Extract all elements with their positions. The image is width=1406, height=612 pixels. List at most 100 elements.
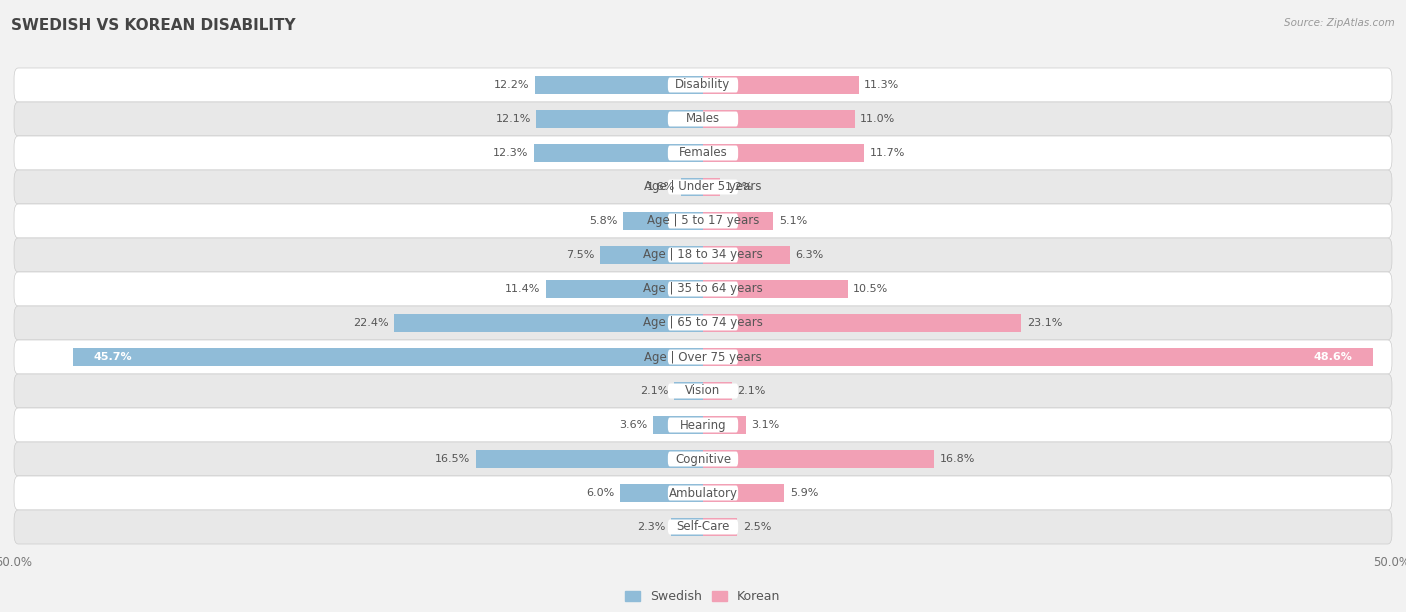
Bar: [681, 178, 703, 196]
Text: 6.3%: 6.3%: [796, 250, 824, 260]
Text: 1.6%: 1.6%: [647, 182, 675, 192]
Bar: [536, 110, 703, 128]
Text: 12.2%: 12.2%: [494, 80, 530, 90]
Bar: [703, 484, 785, 502]
Text: Disability: Disability: [675, 78, 731, 92]
FancyBboxPatch shape: [14, 374, 1392, 408]
FancyBboxPatch shape: [14, 476, 1392, 510]
Text: 3.6%: 3.6%: [620, 420, 648, 430]
Text: Age | Over 75 years: Age | Over 75 years: [644, 351, 762, 364]
FancyBboxPatch shape: [14, 170, 1392, 204]
Bar: [534, 76, 703, 94]
Text: 11.7%: 11.7%: [870, 148, 905, 158]
FancyBboxPatch shape: [14, 102, 1392, 136]
FancyBboxPatch shape: [14, 510, 1392, 544]
Bar: [703, 416, 745, 434]
Bar: [703, 110, 855, 128]
Bar: [703, 246, 790, 264]
Text: 2.1%: 2.1%: [640, 386, 669, 396]
FancyBboxPatch shape: [14, 238, 1392, 272]
Text: Age | 18 to 34 years: Age | 18 to 34 years: [643, 248, 763, 261]
Text: Age | 65 to 74 years: Age | 65 to 74 years: [643, 316, 763, 329]
Legend: Swedish, Korean: Swedish, Korean: [620, 585, 786, 608]
FancyBboxPatch shape: [14, 340, 1392, 374]
Bar: [620, 484, 703, 502]
Bar: [475, 450, 703, 468]
Bar: [546, 280, 703, 298]
Bar: [703, 76, 859, 94]
Text: 2.3%: 2.3%: [637, 522, 666, 532]
Text: Self-Care: Self-Care: [676, 520, 730, 534]
Bar: [599, 246, 703, 264]
Text: Cognitive: Cognitive: [675, 452, 731, 466]
FancyBboxPatch shape: [14, 136, 1392, 170]
Text: 2.5%: 2.5%: [742, 522, 772, 532]
Text: 5.1%: 5.1%: [779, 216, 807, 226]
Text: Age | 35 to 64 years: Age | 35 to 64 years: [643, 283, 763, 296]
Bar: [703, 450, 935, 468]
FancyBboxPatch shape: [668, 146, 738, 160]
Text: 5.9%: 5.9%: [790, 488, 818, 498]
Text: 23.1%: 23.1%: [1026, 318, 1062, 328]
Text: 6.0%: 6.0%: [586, 488, 614, 498]
Text: 12.1%: 12.1%: [495, 114, 531, 124]
FancyBboxPatch shape: [14, 306, 1392, 340]
FancyBboxPatch shape: [14, 442, 1392, 476]
Text: Males: Males: [686, 113, 720, 125]
Bar: [703, 518, 738, 536]
Bar: [73, 348, 703, 366]
Bar: [703, 348, 1372, 366]
FancyBboxPatch shape: [14, 68, 1392, 102]
Text: Females: Females: [679, 146, 727, 160]
Text: Vision: Vision: [685, 384, 721, 398]
FancyBboxPatch shape: [14, 204, 1392, 238]
FancyBboxPatch shape: [668, 316, 738, 330]
FancyBboxPatch shape: [668, 349, 738, 365]
Bar: [533, 144, 703, 162]
Text: 1.2%: 1.2%: [725, 182, 754, 192]
Text: 16.8%: 16.8%: [941, 454, 976, 464]
Text: 5.8%: 5.8%: [589, 216, 617, 226]
Bar: [703, 314, 1021, 332]
Bar: [703, 144, 865, 162]
Text: Age | Under 5 years: Age | Under 5 years: [644, 181, 762, 193]
FancyBboxPatch shape: [668, 179, 738, 195]
FancyBboxPatch shape: [668, 214, 738, 228]
Bar: [703, 382, 733, 400]
Text: Age | 5 to 17 years: Age | 5 to 17 years: [647, 214, 759, 228]
Text: 2.1%: 2.1%: [738, 386, 766, 396]
FancyBboxPatch shape: [668, 78, 738, 92]
Text: Ambulatory: Ambulatory: [668, 487, 738, 499]
Text: 11.3%: 11.3%: [865, 80, 900, 90]
Text: 22.4%: 22.4%: [353, 318, 389, 328]
Bar: [654, 416, 703, 434]
Bar: [394, 314, 703, 332]
Text: Source: ZipAtlas.com: Source: ZipAtlas.com: [1284, 18, 1395, 28]
FancyBboxPatch shape: [668, 384, 738, 398]
FancyBboxPatch shape: [668, 111, 738, 127]
FancyBboxPatch shape: [14, 408, 1392, 442]
FancyBboxPatch shape: [668, 417, 738, 433]
Bar: [671, 518, 703, 536]
Bar: [673, 382, 703, 400]
Text: 48.6%: 48.6%: [1313, 352, 1353, 362]
Text: 11.4%: 11.4%: [505, 284, 540, 294]
Bar: [703, 212, 773, 230]
FancyBboxPatch shape: [14, 272, 1392, 306]
Text: 10.5%: 10.5%: [853, 284, 889, 294]
Bar: [703, 178, 720, 196]
Text: Hearing: Hearing: [679, 419, 727, 431]
FancyBboxPatch shape: [668, 452, 738, 466]
Text: 12.3%: 12.3%: [492, 148, 529, 158]
FancyBboxPatch shape: [668, 520, 738, 534]
Text: 7.5%: 7.5%: [565, 250, 595, 260]
FancyBboxPatch shape: [668, 485, 738, 501]
Bar: [703, 280, 848, 298]
Text: 16.5%: 16.5%: [434, 454, 470, 464]
Text: 3.1%: 3.1%: [751, 420, 779, 430]
Text: 11.0%: 11.0%: [860, 114, 896, 124]
FancyBboxPatch shape: [668, 282, 738, 296]
FancyBboxPatch shape: [668, 247, 738, 263]
Text: 45.7%: 45.7%: [94, 352, 132, 362]
Text: SWEDISH VS KOREAN DISABILITY: SWEDISH VS KOREAN DISABILITY: [11, 18, 295, 34]
